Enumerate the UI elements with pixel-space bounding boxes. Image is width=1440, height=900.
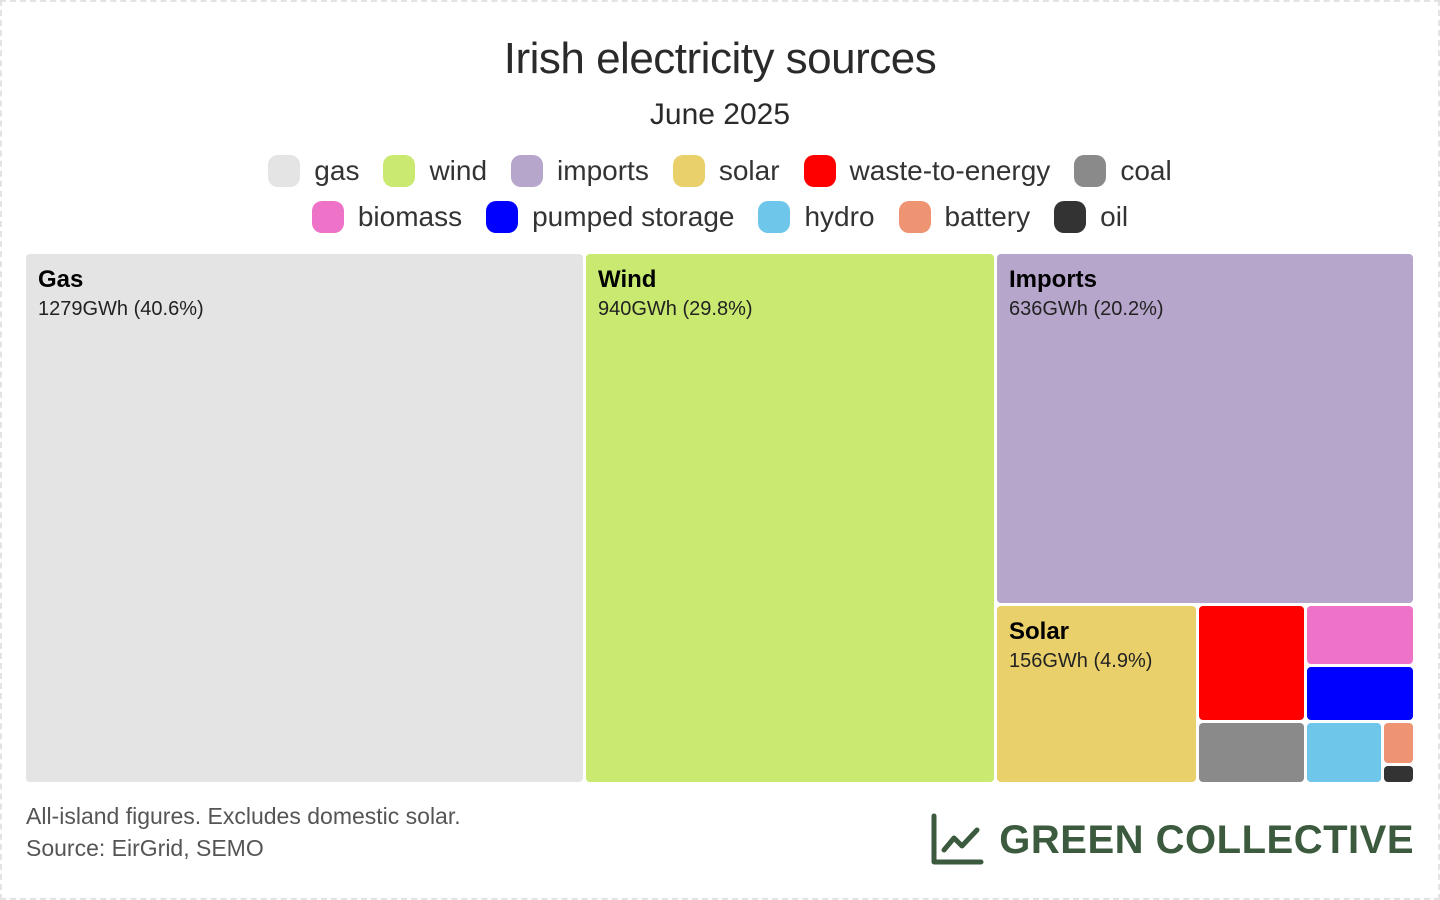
legend-item-waste-to-energy: waste-to-energy bbox=[803, 155, 1051, 187]
cell-value-imports: 636GWh (20.2%) bbox=[1009, 298, 1164, 320]
footnote: All-island figures. Excludes domestic so… bbox=[26, 800, 461, 864]
legend-swatch-solar bbox=[672, 155, 705, 187]
legend-label-waste-to-energy: waste-to-energy bbox=[849, 155, 1051, 186]
legend-label-biomass: biomass bbox=[357, 201, 463, 232]
legend-swatch-biomass bbox=[311, 201, 344, 233]
legend-item-hydro: hydro bbox=[758, 201, 875, 233]
legend-item-wind: wind bbox=[383, 155, 487, 187]
legend-label-imports: imports bbox=[557, 155, 649, 186]
chart-subtitle: June 2025 bbox=[649, 98, 791, 131]
legend-label-wind: wind bbox=[429, 155, 488, 186]
legend-label-pumped-storage: pumped storage bbox=[532, 201, 735, 232]
cell-name-imports: Imports bbox=[1009, 266, 1098, 293]
cell-name-wind: Wind bbox=[598, 266, 657, 293]
legend-swatch-coal bbox=[1074, 155, 1107, 187]
treemap-cell-gas: Gas 1279GWh (40.6%) bbox=[26, 254, 583, 782]
cell-value-solar: 156GWh (4.9%) bbox=[1009, 650, 1153, 672]
treemap-cell-oil bbox=[1384, 766, 1413, 782]
cell-name-gas: Gas bbox=[38, 266, 84, 293]
legend-item-imports: imports bbox=[511, 155, 649, 187]
legend-label-gas: gas bbox=[314, 155, 360, 186]
legend-swatch-gas bbox=[268, 155, 301, 187]
treemap-cell-imports: Imports 636GWh (20.2%) bbox=[997, 254, 1413, 603]
legend-swatch-battery bbox=[898, 201, 931, 233]
treemap-cell-coal bbox=[1199, 723, 1304, 782]
footnote-note: All-island figures. Excludes domestic so… bbox=[26, 803, 461, 829]
treemap-cell-hydro bbox=[1307, 723, 1381, 782]
footnote-source: Source: EirGrid, SEMO bbox=[26, 835, 264, 861]
treemap-cell-solar: Solar 156GWh (4.9%) bbox=[997, 606, 1196, 782]
treemap-cell-wind: Wind 940GWh (29.8%) bbox=[586, 254, 994, 782]
brand-logo: GREEN COLLECTIVE bbox=[929, 812, 1414, 868]
legend-swatch-imports bbox=[511, 155, 544, 187]
treemap-cell-battery bbox=[1384, 723, 1413, 763]
brand-name: GREEN COLLECTIVE bbox=[999, 817, 1414, 862]
legend-label-coal: coal bbox=[1120, 155, 1172, 186]
line-chart-icon bbox=[931, 813, 984, 865]
treemap: Gas 1279GWh (40.6%) Wind 940GWh (29.8%) Impo… bbox=[26, 254, 1414, 784]
legend-item-solar: solar bbox=[672, 155, 780, 187]
cell-value-wind: 940GWh (29.8%) bbox=[598, 298, 753, 320]
legend-label-battery: battery bbox=[944, 201, 1031, 232]
treemap-cell-pumped-storage bbox=[1307, 667, 1413, 720]
legend-item-oil: oil bbox=[1054, 201, 1128, 233]
legend-item-battery: battery bbox=[898, 201, 1031, 233]
chart-title: Irish electricity sources bbox=[503, 34, 937, 83]
cell-name-solar: Solar bbox=[1009, 618, 1070, 645]
legend-row-2: biomass pumped storage hydro battery oil bbox=[0, 201, 1440, 233]
treemap-cell-waste-to-energy bbox=[1199, 606, 1304, 720]
legend-swatch-waste-to-energy bbox=[803, 155, 836, 187]
legend-label-hydro: hydro bbox=[804, 201, 875, 232]
legend-item-biomass: biomass bbox=[311, 201, 463, 233]
legend-swatch-oil bbox=[1054, 201, 1087, 233]
treemap-cell-biomass bbox=[1307, 606, 1413, 664]
legend-row-1: gas wind imports solar waste-to-energy coal bbox=[0, 155, 1440, 187]
legend-label-solar: solar bbox=[718, 155, 780, 186]
legend-item-coal: coal bbox=[1074, 155, 1172, 187]
cell-value-gas: 1279GWh (40.6%) bbox=[38, 298, 204, 320]
legend-item-pumped-storage: pumped storage bbox=[486, 201, 734, 233]
legend-swatch-pumped-storage bbox=[486, 201, 519, 233]
legend-item-gas: gas bbox=[268, 155, 359, 187]
legend-swatch-wind bbox=[383, 155, 416, 187]
legend-swatch-hydro bbox=[758, 201, 791, 233]
legend-label-oil: oil bbox=[1100, 201, 1129, 232]
